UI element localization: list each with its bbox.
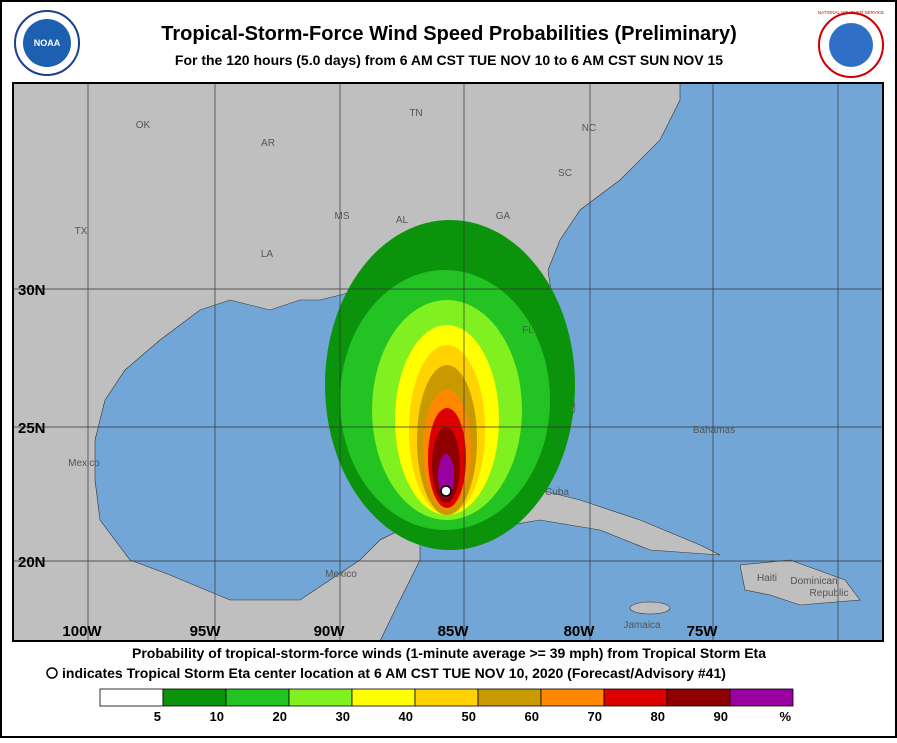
legend-swatch — [162, 688, 227, 707]
place-label: AL — [396, 215, 409, 226]
legend-label: 90 — [714, 709, 728, 724]
legend-label: 70 — [588, 709, 602, 724]
lon-label: 95W — [190, 623, 222, 640]
lat-label: 20N — [18, 554, 46, 571]
legend-swatch — [540, 688, 605, 707]
nws-logo: NATIONAL WEATHER SERVICE — [818, 10, 884, 78]
place-label: TN — [409, 108, 422, 119]
hispaniola — [739, 559, 861, 606]
center-symbol — [46, 667, 58, 679]
place-label: Mexico — [68, 458, 100, 469]
legend-swatch — [477, 688, 542, 707]
place-label: SC — [558, 168, 572, 179]
place-label: Cuba — [545, 487, 569, 498]
map: OK AR TN NC SC MS AL GA TX LA FL Mexico … — [13, 83, 883, 641]
lon-label: 80W — [564, 623, 596, 640]
place-label: Jamaica — [623, 620, 661, 631]
legend-label: % — [779, 709, 791, 724]
legend-label: 40 — [399, 709, 413, 724]
legend-label: 80 — [651, 709, 665, 724]
logo-text: NOAA — [34, 38, 61, 48]
legend-label: 5 — [154, 709, 161, 724]
legend-swatch — [351, 688, 416, 707]
logo-disc — [829, 23, 873, 67]
legend-swatch — [666, 688, 731, 707]
place-label: Mexico — [325, 569, 357, 580]
legend-swatch — [288, 688, 353, 707]
probability-contours — [325, 220, 575, 550]
grid — [13, 83, 883, 641]
noaa-logo: NOAA — [14, 10, 80, 76]
footer-line: Probability of tropical-storm-force wind… — [132, 645, 766, 661]
place-label: MS — [335, 211, 350, 222]
place-label: FL — [522, 325, 534, 336]
legend: 5 10 20 30 40 50 60 70 80 90% — [99, 688, 794, 724]
legend-label: 60 — [525, 709, 539, 724]
place-label: Dominican — [790, 576, 837, 587]
lon-label: 90W — [314, 623, 346, 640]
legend-swatch — [99, 688, 164, 707]
legend-label: 20 — [273, 709, 287, 724]
place-label: AR — [261, 138, 275, 149]
legend-swatch — [414, 688, 479, 707]
jamaica — [629, 601, 671, 615]
lon-label: 75W — [687, 623, 719, 640]
subtitle: For the 120 hours (5.0 days) from 6 AM C… — [175, 52, 723, 68]
map-border — [12, 82, 884, 642]
place-label: NC — [582, 123, 596, 134]
place-label: Bahamas — [693, 425, 735, 436]
place-label: LA — [261, 249, 274, 260]
place-label: Republic — [810, 588, 849, 599]
place-label: TX — [75, 226, 88, 237]
legend-swatch — [225, 688, 290, 707]
storm-center — [440, 485, 452, 497]
lat-label: 25N — [18, 420, 46, 437]
legend-label: 30 — [336, 709, 350, 724]
logo-disc — [23, 19, 71, 67]
logo-text: NATIONAL WEATHER SERVICE — [818, 10, 884, 15]
legend-swatch — [729, 688, 794, 707]
land — [13, 83, 681, 641]
place-label: GA — [496, 211, 511, 222]
lon-label: 100W — [62, 623, 102, 640]
legend-label: 50 — [462, 709, 476, 724]
lon-label: 85W — [438, 623, 470, 640]
title: Tropical-Storm-Force Wind Speed Probabil… — [161, 23, 737, 45]
lat-label: 30N — [18, 282, 46, 299]
legend-label: 10 — [210, 709, 224, 724]
place-label: Haiti — [757, 573, 777, 584]
place-label: OK — [136, 120, 151, 131]
footer-line: indicates Tropical Storm Eta center loca… — [62, 665, 726, 681]
legend-swatch — [603, 688, 668, 707]
